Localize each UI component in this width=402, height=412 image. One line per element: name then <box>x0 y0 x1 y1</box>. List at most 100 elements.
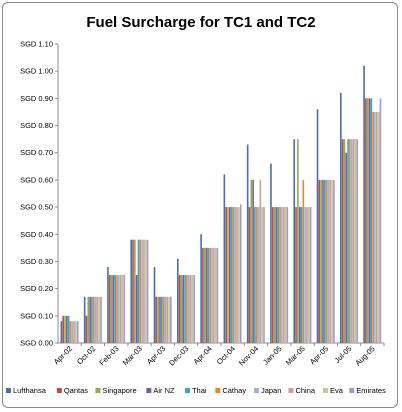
legend-swatch-japan <box>253 388 259 393</box>
bar-japan <box>164 296 167 343</box>
y-tick-label: SGD 0.60 <box>20 175 53 184</box>
bar-cathay <box>232 207 235 343</box>
bars <box>60 65 385 346</box>
bar-qantas <box>248 207 251 343</box>
legend-swatch-qantas <box>56 388 62 393</box>
bar-emirates <box>123 275 126 343</box>
bar-japan <box>304 207 306 343</box>
bar-eva <box>75 321 77 343</box>
bar-emirates <box>309 207 312 343</box>
bar-cathay <box>186 275 188 343</box>
legend-label-thai: Thai <box>192 386 207 395</box>
bar-thai <box>370 98 373 343</box>
bar-air-nz <box>252 179 254 343</box>
bar-air-nz <box>66 315 68 343</box>
x-axis-labels: Apr-02 Oct-02 Feb-03 Mar-03 Apr-03 Dec-03 Apr-… <box>52 344 377 367</box>
bar-emirates <box>193 275 195 343</box>
bar-singapore <box>180 275 183 343</box>
bar-lufthansa <box>246 144 249 343</box>
bar-eva <box>238 207 240 343</box>
bar-thai <box>184 275 186 343</box>
bar-emirates <box>286 207 289 343</box>
bar-thai <box>230 207 233 343</box>
bar-china <box>306 207 308 343</box>
bar-japan <box>281 207 283 343</box>
legend-swatch-cathay <box>215 388 221 393</box>
bar-china <box>282 207 285 343</box>
bar-qantas <box>108 275 111 343</box>
bar-japan <box>94 296 97 343</box>
legend-swatch-lufthansa <box>5 388 11 393</box>
bar-eva <box>214 247 217 343</box>
bar-cathay <box>349 139 351 343</box>
bar-cathay <box>302 179 305 343</box>
bar-emirates <box>216 247 219 343</box>
bar-qantas <box>365 98 367 343</box>
bar-qantas <box>178 275 181 343</box>
legend-label-qantas: Qantas <box>64 386 88 395</box>
bar-eva <box>191 275 194 343</box>
bar-china <box>212 247 215 343</box>
bar-eva <box>284 207 287 343</box>
bar-lufthansa <box>339 92 342 344</box>
bar-thai <box>254 207 256 343</box>
bar-eva <box>331 179 333 343</box>
bar-eva <box>307 207 310 343</box>
bar-eva <box>144 239 147 343</box>
bar-emirates <box>76 321 79 343</box>
x-category-label: Mar-03 <box>121 344 144 367</box>
legend-swatch-singapore <box>95 388 101 393</box>
bar-qantas <box>271 207 274 343</box>
bar-qantas <box>85 315 88 343</box>
bar-china <box>166 296 169 343</box>
x-category-label: Mar-05 <box>284 344 307 367</box>
bar-eva <box>168 296 170 343</box>
y-tick-label: SGD 0.30 <box>20 257 53 266</box>
bar-eva <box>121 275 124 343</box>
y-tick-label: SGD 0.50 <box>20 203 53 212</box>
bar-lufthansa <box>223 174 226 343</box>
bar-qantas <box>318 179 321 343</box>
bar-air-nz <box>182 275 185 343</box>
x-category-label: Oct-02 <box>75 344 97 366</box>
y-tick-label: SGD 0.80 <box>20 121 53 130</box>
chart-title: Fuel Surcharge for TC1 and TC2 <box>86 14 316 31</box>
bar-emirates <box>379 98 382 343</box>
bar-qantas <box>155 296 158 343</box>
bar-thai <box>300 207 303 343</box>
bar-china <box>352 139 355 343</box>
bar-thai <box>347 139 349 343</box>
bar-japan <box>187 275 190 343</box>
bar-qantas <box>295 207 297 343</box>
bar-lufthansa <box>293 139 296 343</box>
legend-swatch-china <box>288 388 294 393</box>
bar-emirates <box>333 179 335 343</box>
bar-air-nz <box>89 296 91 343</box>
bar-cathay <box>162 296 165 343</box>
bar-eva <box>354 139 357 343</box>
bar-lufthansa <box>200 234 202 343</box>
legend-label-lufthansa: Lufthansa <box>13 386 47 395</box>
bar-singapore <box>110 275 113 343</box>
legend-swatch-emirates <box>349 388 355 393</box>
y-tick-label: SGD 0.20 <box>20 284 53 293</box>
bar-singapore <box>87 296 90 343</box>
bar-singapore <box>343 139 346 343</box>
legend-label-singapore: Singapore <box>102 386 136 395</box>
bar-japan <box>374 111 376 343</box>
bar-cathay <box>92 296 95 343</box>
bar-air-nz <box>275 207 278 343</box>
bar-thai <box>91 296 93 343</box>
bar-lufthansa <box>107 266 109 343</box>
bar-lufthansa <box>130 239 133 343</box>
bar-thai <box>160 296 163 343</box>
bar-japan <box>71 321 74 343</box>
bar-cathay <box>372 111 374 343</box>
bar-air-nz <box>322 179 324 343</box>
x-category-label: Apr-03 <box>145 344 167 366</box>
bar-thai <box>323 179 326 343</box>
bar-air-nz <box>112 275 115 343</box>
legend-label-japan: Japan <box>261 386 281 395</box>
legend-label-china: China <box>295 386 315 395</box>
y-tick-label: SGD 0.90 <box>20 94 53 103</box>
